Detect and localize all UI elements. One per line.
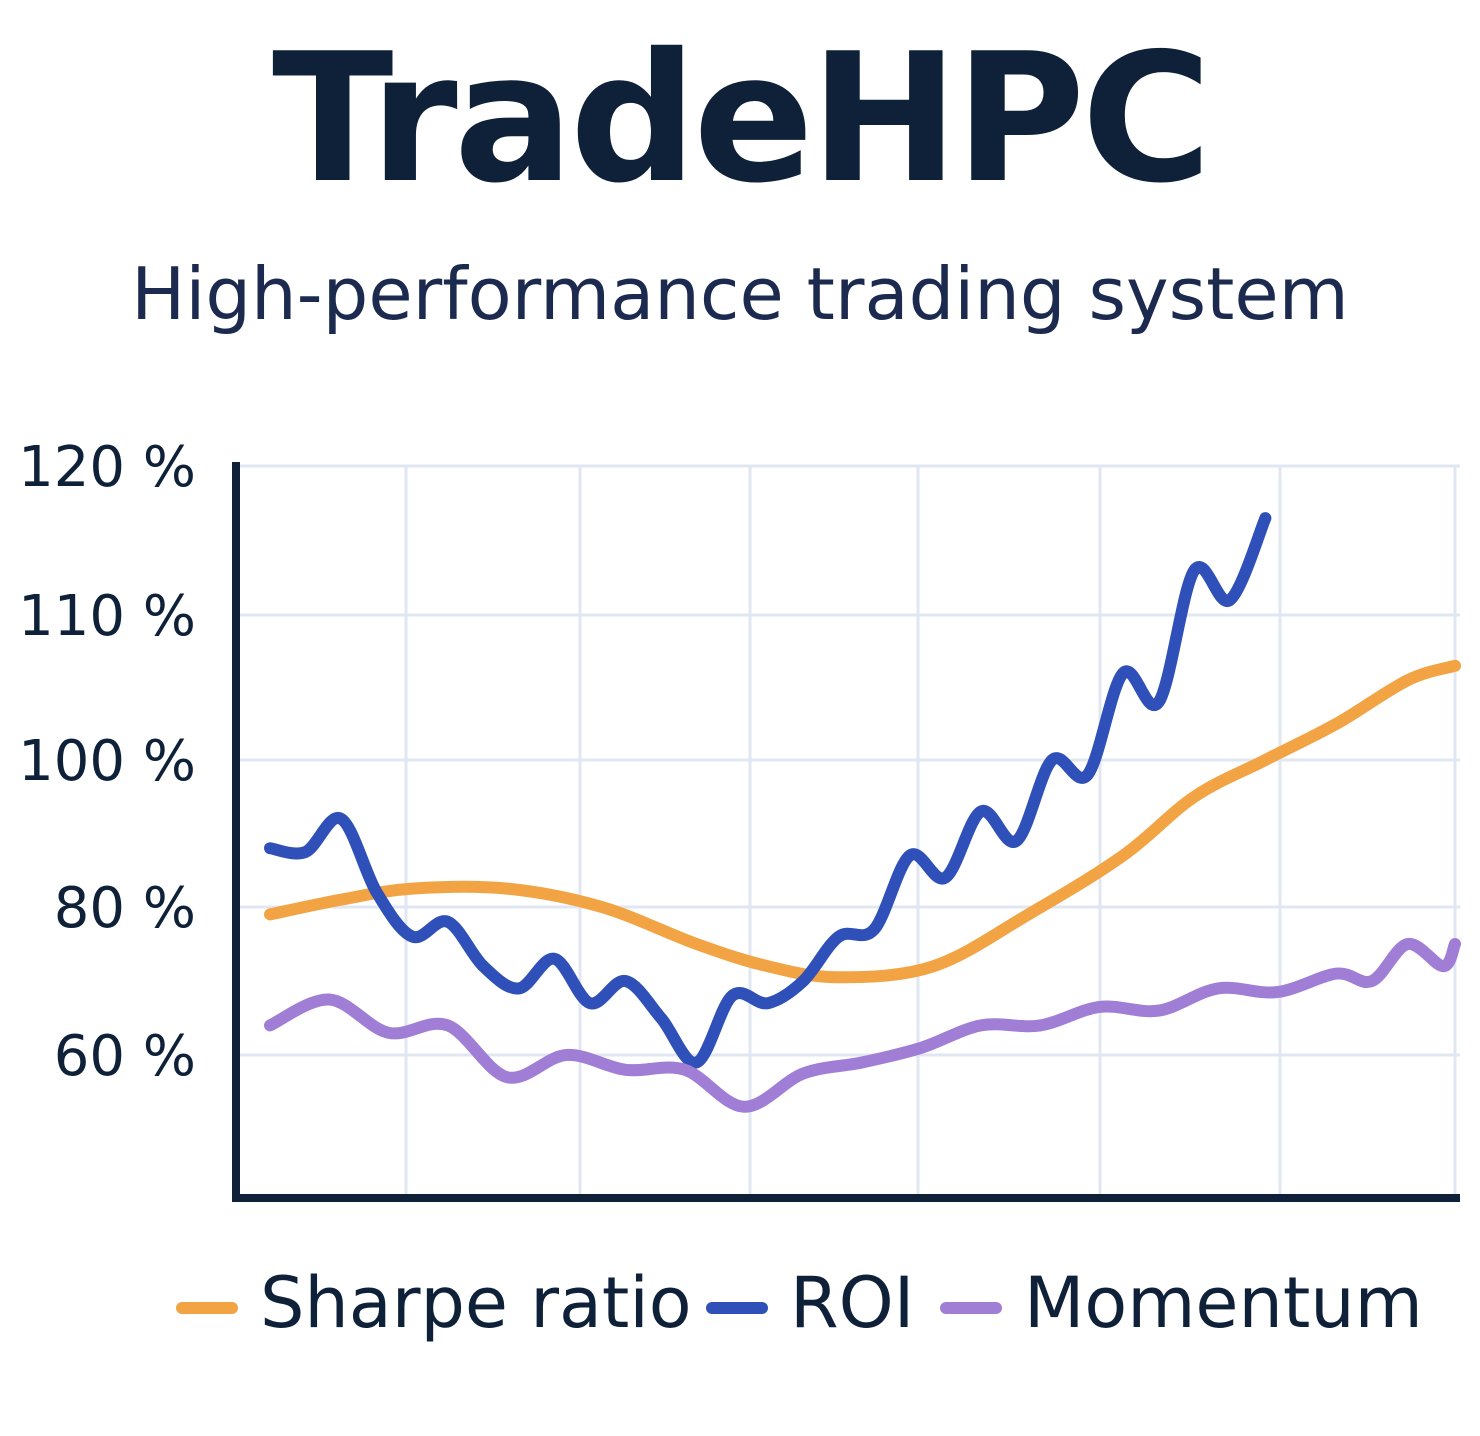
legend-label-sharpe: Sharpe ratio — [260, 1262, 692, 1344]
series-line-sharpe-ratio — [264, 659, 1461, 984]
page-title: TradeHPC — [272, 15, 1212, 222]
series-line-roi — [264, 512, 1272, 1069]
legend-swatch-sharpe — [176, 1302, 238, 1314]
legend-label-roi: ROI — [790, 1262, 915, 1344]
y-tick-label: 60 % — [54, 1024, 196, 1089]
legend-swatch-momentum — [940, 1302, 1002, 1314]
chart-legend: Sharpe ratio ROI Momentum — [0, 1262, 1480, 1352]
chart-series — [264, 512, 1461, 1113]
line-chart: 120 % 110 % 100 % 80 % 60 % — [18, 435, 1461, 1202]
page-subtitle: High-performance trading system — [131, 252, 1349, 336]
series-line-momentum — [264, 938, 1461, 1113]
y-tick-label: 110 % — [18, 584, 196, 649]
y-tick-label: 120 % — [18, 435, 196, 500]
chart-grid — [236, 464, 1460, 1198]
legend-label-momentum: Momentum — [1024, 1262, 1423, 1344]
legend-swatch-roi — [706, 1302, 768, 1314]
chart-axes — [232, 462, 1460, 1202]
y-tick-label: 100 % — [18, 729, 196, 794]
y-tick-label: 80 % — [54, 876, 196, 941]
y-axis-ticks: 120 % 110 % 100 % 80 % 60 % — [18, 435, 196, 1089]
